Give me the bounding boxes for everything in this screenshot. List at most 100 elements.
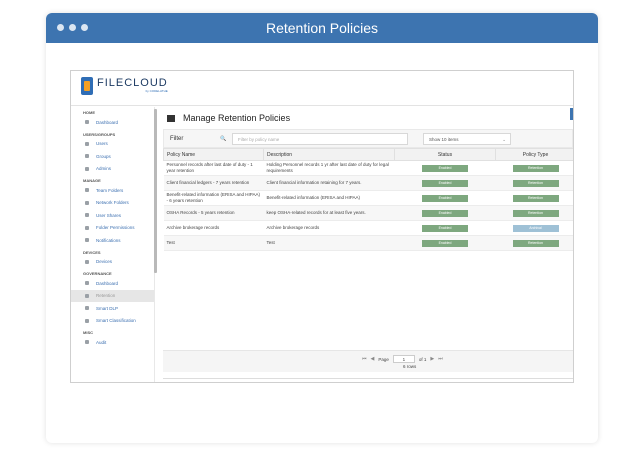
sidebar-section-label: HOME [83,110,95,115]
policy-name-cell: Personnel records after last date of dut… [163,160,264,176]
sidebar-item-admins[interactable]: Admins [71,163,154,176]
sidebar-item-network-folders[interactable]: Network Folders [71,197,154,210]
window-title: Retention Policies [265,20,379,36]
governance-icon [85,281,89,286]
sidebar-item-label: Network Folders [96,200,129,206]
show-items-value: Show 10 items [429,136,459,142]
sidebar-item-label: Notifications [96,237,121,243]
first-page-icon[interactable]: ⏮ [362,356,367,362]
prev-page-icon[interactable]: ◀ [370,356,375,362]
tag-icon [85,318,89,323]
retention-icon [85,293,89,298]
sidebar-item-retention[interactable]: Retention [71,289,154,302]
shield-icon [85,306,89,311]
policy-type-cell: Retention [495,175,573,191]
window-controls [57,24,88,31]
user-icon [85,141,89,146]
maximize-dot[interactable] [81,24,88,31]
sidebar-section-label: USERS/GROUPS [83,131,116,137]
sidebar-item-devices[interactable]: Devices [71,256,154,269]
sidebar-item-label: Admins [96,166,112,172]
column-header-policy-name[interactable]: Policy Name [163,148,264,161]
policy-name-cell: Client financial ledgers - 7 years reten… [163,175,264,191]
table-row[interactable]: Test Test Enabled Retention [163,235,573,251]
search-icon: 🔍 [220,135,227,142]
sidebar-item-user-shares[interactable]: User Shares [71,209,154,222]
admin-icon [85,166,89,171]
filter-bar: Filter 🔍 Filter by policy name Show 10 i… [163,129,573,148]
filter-input[interactable]: Filter by policy name [232,132,408,145]
description-cell: Archive brokerage records [263,220,395,236]
divider [163,378,573,379]
app-topbar: FILECLOUD by CODELATHE [71,71,573,106]
status-cell: Enabled [394,205,496,221]
sidebar-item-folder-permissions[interactable]: Folder Permissions [71,222,154,235]
filecloud-logo[interactable]: FILECLOUD by CODELATHE [81,77,168,95]
sidebar-item-label: Retention [96,293,116,299]
filter-label: Filter [170,135,184,142]
table-row[interactable]: OSHA Records - 5 years retention keep OSH… [163,205,573,221]
policy-type-badge: Retention [512,194,559,202]
table-row[interactable]: Personnel records after last date of dut… [163,160,573,176]
network-folder-icon [85,200,89,205]
sidebar-item-smart-dlp[interactable]: Smart DLP [71,302,154,315]
column-header-status[interactable]: Status [394,148,496,161]
sidebar-item-label: Dashboard [96,119,119,125]
minimize-dot[interactable] [69,24,76,31]
status-badge: Enabled [422,194,468,202]
page-label: Page [378,356,389,362]
sidebar-item-label: Users [96,141,108,147]
sidebar-item-team-folders[interactable]: Team Folders [71,184,154,197]
sidebar-item-dashboard[interactable]: Dashboard [71,116,154,129]
table-row[interactable]: Client financial ledgers - 7 years reten… [163,175,573,191]
filecloud-logo-icon [81,77,93,95]
right-accent-bar [570,108,573,120]
sidebar-item-label: User Shares [96,212,122,218]
policy-name-cell: OSHA Records - 5 years retention [163,205,264,221]
app-screenshot: FILECLOUD by CODELATHE HOME Dashboard USER… [70,70,574,383]
policy-type-badge: Archival [512,224,559,232]
description-cell: Holding Personnel records 1 yr after las… [263,160,395,176]
page-number-input[interactable]: 1 [392,355,415,363]
policies-table: Policy Name Description Status Policy Ty… [163,148,573,251]
sidebar-section-label: DEVICES [83,249,101,255]
sidebar-item-users[interactable]: Users [71,138,154,151]
sidebar-item-groups[interactable]: Groups [71,150,154,163]
policy-type-cell: Retention [495,190,573,206]
sidebar-item-smart-classification[interactable]: Smart Classification [71,315,154,328]
sidebar-item-dashboard[interactable]: Dashboard [71,277,154,290]
sidebar: HOME Dashboard USERS/GROUPS Users Groups Admi… [71,107,155,382]
description-cell: Test [263,235,395,251]
status-cell: Enabled [394,220,496,236]
sidebar-scrollbar[interactable] [154,109,157,273]
next-page-icon[interactable]: ▶ [430,356,435,362]
table-row[interactable]: Benefit-related information (ERISA and H… [163,190,573,206]
column-header-policy-type[interactable]: Policy Type [495,148,573,161]
table-row[interactable]: Archive brokerage records Archive brokera… [163,220,573,236]
status-cell: Enabled [394,175,496,191]
logo-text: FILECLOUD [97,77,168,89]
device-icon [85,259,89,264]
chevron-down-icon: ⌄ [502,136,506,142]
status-badge: Enabled [422,224,468,232]
bell-icon [85,238,89,243]
page-title: Manage Retention Policies [163,107,573,129]
close-dot[interactable] [57,24,64,31]
description-cell: Benefit-related information (ERISA and H… [263,190,395,206]
policy-name-cell: Benefit-related information (ERISA and H… [163,190,264,206]
status-badge: Enabled [422,164,468,172]
window-card: Retention Policies FILECLOUD by CODELATH… [46,13,598,443]
sidebar-item-audit[interactable]: Audit [71,336,154,349]
column-header-description[interactable]: Description [263,148,395,161]
folder-icon [85,188,89,193]
policy-type-cell: Archival [495,220,573,236]
sidebar-item-label: Groups [96,153,111,159]
show-items-select[interactable]: Show 10 items ⌄ [423,132,511,145]
last-page-icon[interactable]: ⏭ [438,356,443,362]
policy-type-badge: Retention [512,164,559,172]
sidebar-item-label: Smart Classification [96,318,136,324]
sidebar-item-notifications[interactable]: Notifications [71,234,154,247]
window-title-bar: Retention Policies [46,13,598,43]
page-title-text: Manage Retention Policies [183,113,291,123]
policy-name-cell: Test [163,235,264,251]
